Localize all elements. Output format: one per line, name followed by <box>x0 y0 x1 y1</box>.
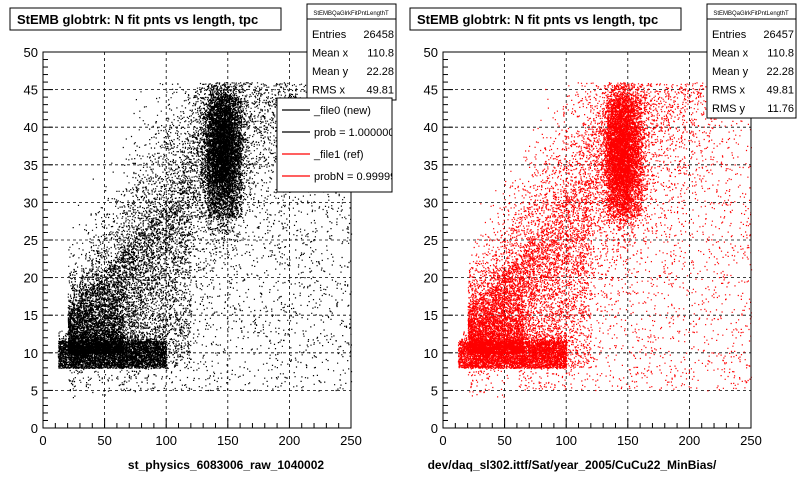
right-stats-header: StEMBQaGlrkFitPntLengthT <box>713 11 789 17</box>
y-tick-label: 20 <box>24 271 38 286</box>
left-stats-rows: Entries 26458 Mean x 110.8 Mean y 22.28 RMS x 4… <box>312 29 394 97</box>
y-tick-label: 20 <box>424 271 438 286</box>
left-stats-header: StEMBQaGlrkFitPntLengthT <box>313 11 389 17</box>
x-tick-label: 200 <box>279 433 301 448</box>
stats-value: 49.81 <box>766 85 794 97</box>
stats-label: Mean y <box>312 66 349 78</box>
right-axis-ticks: 0 50 100 150 200 250 0 5 10 15 20 25 30 35 40 45 50 <box>424 45 762 448</box>
right-scatter-points <box>457 82 753 398</box>
y-tick-label: 40 <box>24 120 38 135</box>
stats-value: 110.8 <box>767 48 794 60</box>
x-tick-label: 250 <box>740 433 762 448</box>
legend-label: _file0 (new) <box>313 105 371 117</box>
stats-label: Entries <box>312 29 347 41</box>
left-legend: _file0 (new) prob = 1.000000 _file1 (ref) p… <box>282 105 396 183</box>
x-tick-label: 100 <box>155 433 177 448</box>
stats-value: 110.8 <box>367 48 394 60</box>
y-tick-label: 10 <box>24 346 38 361</box>
stats-label: RMS x <box>712 85 746 97</box>
stats-value: 22.28 <box>766 66 794 78</box>
left-scatter-points <box>57 82 353 399</box>
right-stats-box <box>706 3 797 119</box>
y-tick-label: 50 <box>24 45 38 60</box>
y-tick-label: 30 <box>24 195 38 210</box>
y-tick-label: 5 <box>31 383 38 398</box>
stats-value: 26458 <box>363 29 394 41</box>
scatter-point <box>57 82 353 399</box>
stats-label: RMS x <box>312 85 346 97</box>
stats-label: Mean x <box>712 48 749 60</box>
legend-label: _file1 (ref) <box>313 149 364 161</box>
y-tick-label: 40 <box>424 120 438 135</box>
left-x-axis-title: st_physics_6083006_raw_1040002 <box>128 458 324 472</box>
stats-value: 26457 <box>763 29 794 41</box>
left-panel: StEMB globtrk: N fit pnts vs length, tpc… <box>9 3 397 472</box>
right-x-axis-title: dev/daq_sl302.ittf/Sat/year_2005/CuCu22_… <box>428 458 717 472</box>
x-tick-label: 0 <box>39 433 46 448</box>
y-tick-label: 5 <box>431 383 438 398</box>
right-title: StEMB globtrk: N fit pnts vs length, tpc <box>417 12 658 27</box>
y-tick-label: 15 <box>24 308 38 323</box>
left-title-box <box>9 7 282 31</box>
right-grid <box>443 52 751 428</box>
y-tick-label: 15 <box>424 308 438 323</box>
y-tick-label: 0 <box>431 421 438 436</box>
scatter-point <box>457 82 753 398</box>
y-tick-label: 45 <box>24 83 38 98</box>
stats-value: 49.81 <box>366 85 394 97</box>
stats-label: Mean x <box>312 48 349 60</box>
y-tick-label: 30 <box>424 195 438 210</box>
x-tick-label: 50 <box>497 433 511 448</box>
stats-label: RMS y <box>712 103 746 115</box>
stats-value: 22.28 <box>366 66 394 78</box>
right-title-box <box>409 7 682 31</box>
y-tick-label: 35 <box>24 158 38 173</box>
right-stats-rows: Entries 26457 Mean x 110.8 Mean y 22.28 RMS x 4… <box>712 29 794 115</box>
x-tick-label: 200 <box>679 433 701 448</box>
x-tick-label: 100 <box>555 433 577 448</box>
legend-label: probN = 0.99999 <box>314 171 396 183</box>
right-panel: StEMB globtrk: N fit pnts vs length, tpc… <box>400 0 800 480</box>
left-title: StEMB globtrk: N fit pnts vs length, tpc <box>17 12 258 27</box>
y-tick-label: 25 <box>424 233 438 248</box>
y-tick-label: 25 <box>24 233 38 248</box>
x-tick-label: 0 <box>439 433 446 448</box>
y-tick-label: 0 <box>31 421 38 436</box>
left-stats-box <box>306 3 397 101</box>
x-tick-label: 50 <box>97 433 111 448</box>
stats-value: 11.76 <box>767 103 794 115</box>
y-tick-label: 50 <box>424 45 438 60</box>
stats-label: Mean y <box>712 66 749 78</box>
legend-label: prob = 1.000000 <box>314 127 394 139</box>
stats-label: Entries <box>712 29 747 41</box>
x-tick-label: 250 <box>340 433 362 448</box>
left-axis-ticks: 0 50 100 150 200 250 0 5 10 15 20 25 30 35 40 45 50 <box>24 45 362 448</box>
y-tick-label: 35 <box>424 158 438 173</box>
y-tick-label: 45 <box>424 83 438 98</box>
y-tick-label: 10 <box>424 346 438 361</box>
x-tick-label: 150 <box>617 433 639 448</box>
x-tick-label: 150 <box>217 433 239 448</box>
